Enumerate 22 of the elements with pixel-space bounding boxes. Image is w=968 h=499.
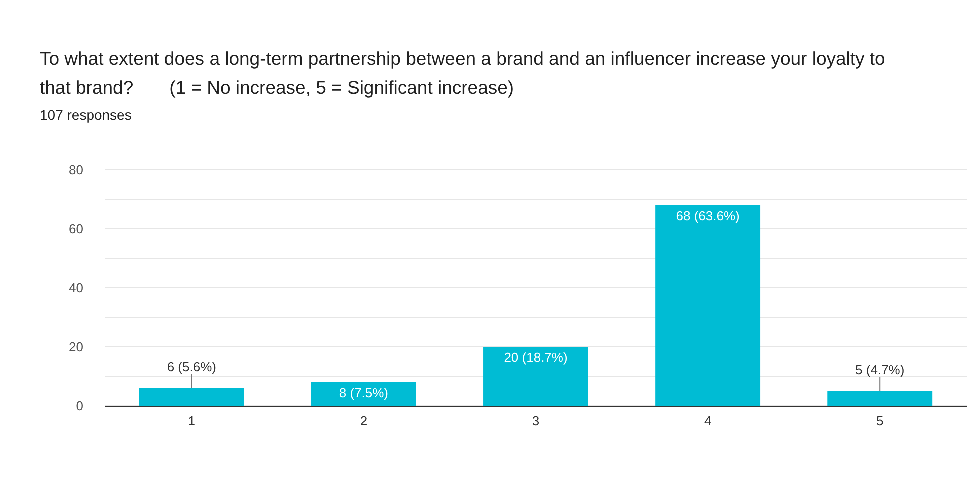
data-label: 8 (7.5%)	[339, 385, 389, 400]
data-label: 5 (4.7%)	[856, 362, 905, 378]
bar	[311, 382, 416, 406]
x-tick-label: 5	[876, 414, 884, 428]
data-label: 6 (5.6%)	[167, 359, 216, 374]
bar	[139, 388, 244, 406]
data-label: 68 (63.6%)	[676, 208, 740, 224]
x-tick-label: 3	[532, 414, 540, 428]
chart-title: To what extent does a long-term partnership between a brand and an influencer increase your loyalty to that brand? (1 = No increase, 5 = Significant increase)	[40, 47, 886, 100]
bar	[484, 347, 588, 406]
y-tick-label: 0	[76, 398, 84, 414]
y-tick-label: 40	[69, 280, 84, 296]
y-tick-label: 20	[69, 340, 84, 354]
y-tick-label: 80	[69, 162, 84, 178]
x-tick-label: 1	[188, 414, 196, 428]
x-tick-label: 4	[704, 414, 712, 428]
data-label: 20 (18.7%)	[504, 350, 568, 365]
bar	[656, 205, 761, 406]
bar	[828, 391, 933, 406]
chart-subtitle: 107 responses	[40, 107, 132, 123]
x-tick-label: 2	[360, 414, 368, 428]
y-tick-label: 60	[69, 222, 84, 236]
